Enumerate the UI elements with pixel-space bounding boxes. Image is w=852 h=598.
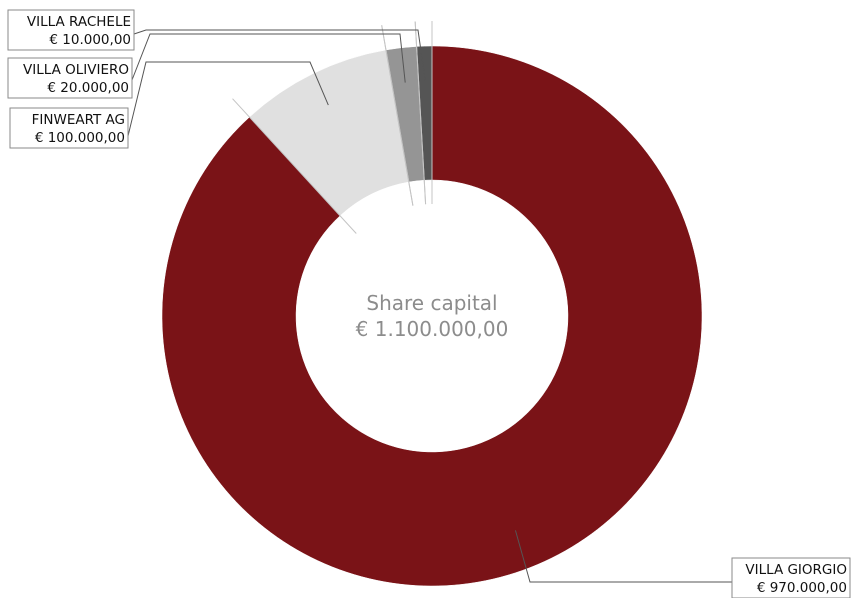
slice-labels: VILLA GIORGIO € 970.000,00 FINWEART AG € 10…	[7, 9, 851, 598]
center-title: Share capital	[366, 291, 497, 315]
label-box-finweart-ag	[9, 107, 129, 149]
slice-value-label: € 970.000,00	[757, 580, 847, 596]
slice-boundary-line	[414, 21, 427, 205]
label-box-villa-rachele	[7, 9, 135, 51]
slice-name-label: VILLA OLIVIERO	[23, 62, 129, 78]
leader-line-villa-giorgio	[514, 530, 732, 583]
slice-name-label: FINWEART AG	[32, 112, 125, 128]
slice-name-label: VILLA GIORGIO	[745, 562, 847, 578]
leader-line-villa-oliviero	[131, 33, 406, 83]
label-leaders	[127, 21, 732, 583]
leader-line-finweart-ag	[127, 61, 329, 137]
leader-line-villa-rachele	[133, 29, 426, 82]
center-total: € 1.100.000,00	[356, 317, 509, 341]
label-box-villa-oliviero	[7, 57, 133, 99]
slice-boundary-line	[232, 98, 357, 234]
slice-name-label: VILLA RACHELE	[27, 14, 131, 30]
label-box-villa-giorgio	[731, 557, 851, 598]
slice-value-label: € 100.000,00	[35, 130, 125, 146]
slice-villa-giorgio	[161, 45, 703, 587]
donut-slices	[161, 45, 703, 587]
slice-boundary-line	[381, 25, 414, 206]
slice-value-label: € 20.000,00	[47, 80, 129, 96]
slice-value-label: € 10.000,00	[49, 32, 131, 48]
